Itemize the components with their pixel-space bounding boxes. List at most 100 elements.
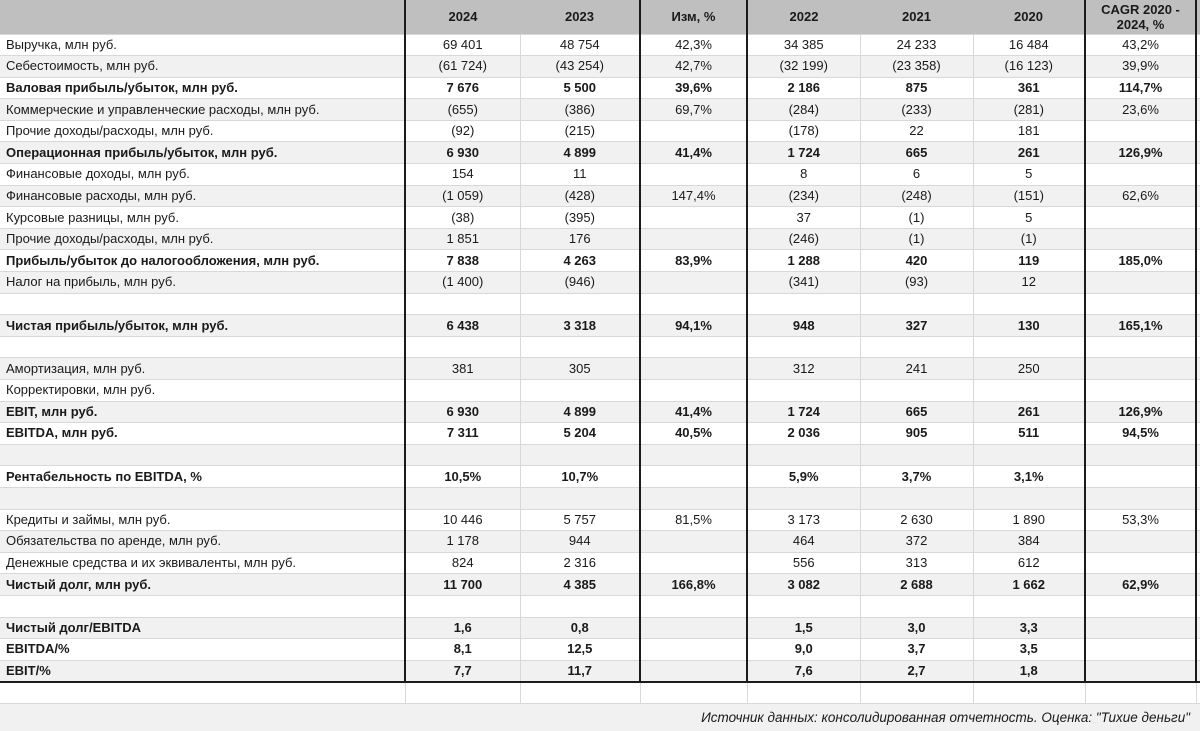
- cell-cagr: 23,6%: [1084, 98, 1197, 121]
- cell-change-pct: [639, 530, 748, 553]
- cell-y2023: (428): [520, 185, 641, 208]
- table-row: Чистый долг, млн руб. 11 700 4 385 166,8% 3 …: [0, 573, 1200, 596]
- cell-y2023: 0,8: [520, 617, 641, 640]
- table-row: EBITDA, млн руб. 7 311 5 204 40,5% 2 036 905 5…: [0, 422, 1200, 445]
- row-label: [0, 487, 405, 510]
- cell-y2021: [860, 293, 974, 316]
- cell-cagr: 43,2%: [1084, 34, 1197, 57]
- cell-y2022: [746, 293, 861, 316]
- cell-y2021: 327: [860, 314, 974, 337]
- row-label: [0, 336, 405, 359]
- cell-y2021: 420: [860, 249, 974, 273]
- row-label: Налог на прибыль, млн руб.: [0, 271, 405, 294]
- cell-cagr: [1084, 444, 1197, 467]
- cell-y2022: (234): [746, 185, 861, 208]
- cell-cagr: [1084, 206, 1197, 229]
- cell-change-pct: 83,9%: [639, 249, 748, 273]
- cell-y2020: 612: [973, 552, 1086, 575]
- cell-change-pct: [639, 379, 748, 402]
- row-sliver: [1196, 660, 1200, 683]
- row-label: Валовая прибыль/убыток, млн руб.: [0, 77, 405, 100]
- cell-y2023: [520, 681, 641, 704]
- footer-band: Источник данных: консолидированная отчет…: [0, 703, 1200, 731]
- cell-y2020: 261: [973, 401, 1086, 424]
- row-label: Обязательства по аренде, млн руб.: [0, 530, 405, 553]
- table-row: Обязательства по аренде, млн руб. 1 178 94…: [0, 530, 1200, 553]
- cell-cagr: [1084, 120, 1197, 143]
- cell-y2023: (215): [520, 120, 641, 143]
- table-row: EBIT, млн руб. 6 930 4 899 41,4% 1 724 665 261…: [0, 401, 1200, 424]
- cell-y2023: 10,7%: [520, 465, 641, 488]
- cell-y2020: 3,3: [973, 617, 1086, 640]
- cell-y2024: 10 446: [404, 509, 521, 532]
- table-row: Финансовые расходы, млн руб. (1 059) (428)…: [0, 185, 1200, 208]
- cell-y2020: 119: [973, 249, 1086, 273]
- table-row: Денежные средства и их эквиваленты, млн …: [0, 552, 1200, 575]
- cell-y2021: 24 233: [860, 34, 974, 57]
- row-sliver: [1196, 509, 1200, 532]
- row-sliver: [1196, 573, 1200, 596]
- column-header-2022: 2022: [746, 0, 860, 35]
- column-header-cagr: CAGR 2020 - 2024, %: [1084, 0, 1197, 35]
- row-label: Курсовые разницы, млн руб.: [0, 206, 405, 229]
- cell-y2022: [746, 595, 861, 618]
- cell-y2020: 3,1%: [973, 465, 1086, 488]
- cell-y2023: [520, 444, 641, 467]
- table-body: Выручка, млн руб. 69 401 48 754 42,3% 34 385…: [0, 34, 1200, 704]
- header-sliver: [1196, 0, 1200, 35]
- cell-cagr: [1084, 660, 1197, 683]
- table-row: [0, 595, 1200, 618]
- cell-change-pct: [639, 357, 748, 380]
- cell-y2023: (386): [520, 98, 641, 121]
- table-row: Себестоимость, млн руб. (61 724) (43 254) 4…: [0, 55, 1200, 78]
- row-sliver: [1196, 163, 1200, 186]
- cell-cagr: [1084, 530, 1197, 553]
- cell-y2024: 154: [404, 163, 521, 186]
- table-header: 2024 2023 Изм, % 2022 2021 2020 CAGR 202…: [0, 0, 1200, 35]
- cell-y2020: 12: [973, 271, 1086, 294]
- cell-y2021: 875: [860, 77, 974, 100]
- cell-y2020: 181: [973, 120, 1086, 143]
- row-label: [0, 444, 405, 467]
- cell-y2024: [404, 595, 521, 618]
- cell-y2020: 361: [973, 77, 1086, 100]
- cell-cagr: [1084, 336, 1197, 359]
- row-label: Себестоимость, млн руб.: [0, 55, 405, 78]
- row-sliver: [1196, 617, 1200, 640]
- cell-change-pct: [639, 595, 748, 618]
- cell-cagr: [1084, 293, 1197, 316]
- cell-y2023: 305: [520, 357, 641, 380]
- cell-y2023: 4 385: [520, 573, 641, 596]
- row-sliver: [1196, 530, 1200, 553]
- table-row: Корректировки, млн руб.: [0, 379, 1200, 402]
- cell-y2021: 665: [860, 401, 974, 424]
- cell-y2024: [404, 379, 521, 402]
- cell-y2022: 1 724: [746, 401, 861, 424]
- row-label: EBIT/%: [0, 660, 405, 683]
- cell-y2021: [860, 336, 974, 359]
- cell-y2020: 1 890: [973, 509, 1086, 532]
- row-label: Финансовые расходы, млн руб.: [0, 185, 405, 208]
- row-label: Чистая прибыль/убыток, млн руб.: [0, 314, 405, 337]
- row-label: [0, 681, 405, 704]
- cell-y2022: [746, 487, 861, 510]
- cell-y2021: (233): [860, 98, 974, 121]
- cell-cagr: [1084, 163, 1197, 186]
- row-label: Финансовые доходы, млн руб.: [0, 163, 405, 186]
- cell-cagr: 126,9%: [1084, 141, 1197, 165]
- table-row: Прочие доходы/расходы, млн руб. 1 851 176 (…: [0, 228, 1200, 251]
- cell-change-pct: 42,3%: [639, 34, 748, 57]
- cell-y2021: 241: [860, 357, 974, 380]
- row-label: [0, 595, 405, 618]
- cell-y2023: 5 204: [520, 422, 641, 445]
- row-sliver: [1196, 357, 1200, 380]
- cell-cagr: 53,3%: [1084, 509, 1197, 532]
- row-label: Прибыль/убыток до налогообложения, млн р…: [0, 249, 405, 273]
- row-label: Кредиты и займы, млн руб.: [0, 509, 405, 532]
- row-sliver: [1196, 98, 1200, 121]
- cell-y2020: 3,5: [973, 638, 1086, 661]
- cell-y2023: 5 757: [520, 509, 641, 532]
- cell-y2022: 1 288: [746, 249, 861, 273]
- table-row: [0, 293, 1200, 316]
